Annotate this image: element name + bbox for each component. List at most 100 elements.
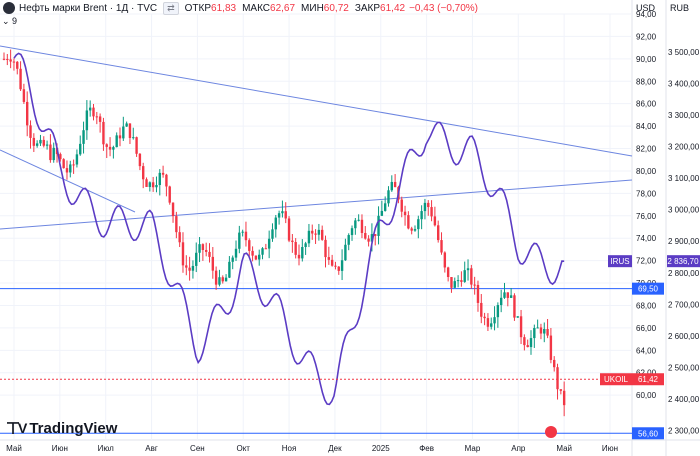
usd-tick-label: 76,00 [636, 212, 657, 221]
open-value: ОТКР61,83 [184, 2, 237, 14]
candle-body [506, 292, 510, 298]
candle-body [168, 186, 171, 203]
x-tick-label: Май [6, 444, 22, 453]
candle-body [138, 153, 142, 167]
candle-body [208, 251, 211, 257]
candle-body [320, 229, 324, 240]
candle-body [327, 257, 331, 260]
rub-tick-label: 3 000,00 [668, 206, 700, 215]
rub-tick-label: 2 600,00 [668, 332, 700, 341]
candle-body [241, 231, 244, 233]
candle-body [16, 61, 19, 69]
candle-body [393, 181, 397, 188]
candle-body [42, 139, 45, 146]
candle-body [178, 232, 181, 243]
candle-body [367, 238, 370, 242]
candle-body [440, 240, 443, 253]
candle-body [155, 185, 158, 188]
candle-body [69, 164, 72, 173]
candle-body [39, 139, 42, 144]
candle-body [519, 316, 523, 338]
candle-body [234, 248, 238, 258]
candle-body [112, 147, 115, 150]
candle-body [218, 277, 221, 285]
candle-body [546, 329, 549, 336]
rub-tick-label: 2 800,00 [668, 269, 700, 278]
x-tick-label: Окт [236, 444, 250, 453]
indicators-toggle[interactable]: ⌄ 9 [2, 16, 18, 26]
high-value: МАКС62,67 [242, 2, 296, 14]
candle-body [387, 190, 390, 204]
candle-body [151, 182, 155, 188]
candle-body [450, 277, 453, 288]
candle-body [509, 295, 513, 298]
candle-body [334, 265, 337, 267]
candle-body [407, 215, 410, 229]
usd-tick-label: 82,00 [636, 145, 657, 154]
rub-tick-label: 3 200,00 [668, 143, 700, 152]
usd-tick-label: 86,00 [636, 100, 657, 109]
candle-body [238, 232, 241, 249]
irus-line [13, 52, 565, 406]
x-tick-label: 2025 [372, 444, 390, 453]
irus-tag [608, 255, 632, 268]
x-tick-label: Июн [52, 444, 68, 453]
candle-body [347, 235, 350, 245]
candle-body [496, 305, 500, 318]
candle-body [122, 126, 125, 139]
candle-body [380, 210, 384, 216]
trendline-support [0, 179, 633, 230]
candle-body [254, 255, 258, 260]
candle-body [463, 270, 466, 282]
candle-body [410, 228, 413, 231]
rub-tick-label: 3 300,00 [668, 111, 700, 120]
compare-button[interactable]: ⇄ [163, 1, 179, 15]
candle-body [337, 266, 340, 271]
ukoil-tag [600, 373, 632, 386]
candle-body [516, 316, 519, 318]
irus-price-tag [667, 255, 700, 268]
candle-body [317, 229, 321, 235]
candle-body [490, 323, 493, 327]
candle-body [181, 242, 185, 266]
symbol-title[interactable]: Нефть марки Brent · 1Д · TVC [19, 2, 158, 14]
candle-body [22, 89, 26, 102]
candle-body [460, 280, 463, 282]
candle-body [486, 318, 490, 327]
candle-body [423, 202, 427, 212]
rub-tick-label: 3 500,00 [668, 48, 700, 57]
x-tick-label: Мар [465, 444, 481, 453]
rub-tick-label: 2 300,00 [668, 427, 700, 436]
candle-body [102, 121, 105, 145]
x-tick-label: Фев [419, 444, 434, 453]
candle-body [483, 316, 486, 319]
change-value: −0,43 (−0,70%) [409, 2, 479, 14]
x-tick-label: Дек [328, 444, 342, 453]
economic-event-icon [545, 426, 557, 438]
usd-axis-unit: USD [636, 3, 656, 13]
x-tick-label: Май [556, 444, 572, 453]
rub-tick-label: 2 400,00 [668, 395, 700, 404]
x-tick-label: Ноя [282, 444, 297, 453]
rub-axis-unit: RUB [670, 3, 689, 13]
price-level-tag [632, 427, 664, 440]
candle-body [158, 172, 161, 186]
candle-body [307, 230, 311, 244]
x-tick-label: Июл [98, 444, 115, 453]
rub-axis-panel [666, 0, 700, 456]
candle-body [274, 217, 277, 230]
candle-body [430, 207, 433, 217]
low-value: МИН60,72 [301, 2, 349, 14]
candle-body [228, 261, 231, 278]
candle-body [354, 220, 357, 229]
usd-tick-label: 64,00 [636, 346, 657, 355]
candle-body [503, 292, 506, 298]
candle-body [456, 280, 460, 282]
candle-body [231, 257, 234, 262]
usd-tick-label: 62,00 [636, 369, 657, 378]
candle-body [221, 277, 224, 282]
rub-tick-label: 2 700,00 [668, 300, 700, 309]
candle-body [427, 202, 430, 208]
candle-body [476, 284, 480, 303]
